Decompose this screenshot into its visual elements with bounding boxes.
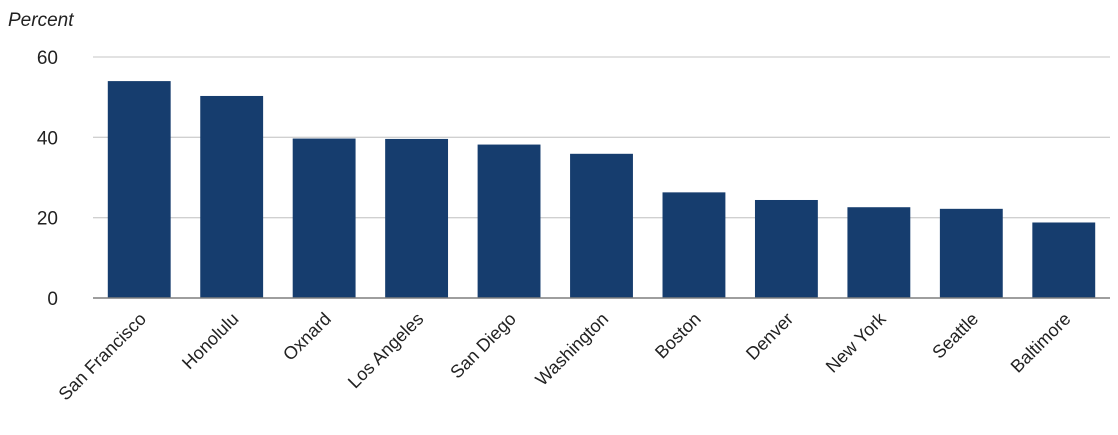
category-label: Los Angeles: [344, 309, 427, 392]
bar: [477, 144, 541, 298]
category-label: Washington: [531, 309, 612, 390]
bar: [939, 208, 1003, 298]
bars: [107, 81, 1096, 299]
y-tick-label: 40: [37, 128, 58, 149]
category-label: Boston: [651, 309, 705, 363]
bar: [200, 95, 264, 299]
category-label: Honolulu: [178, 309, 242, 373]
category-label: New York: [822, 308, 891, 377]
category-labels: San Francisco Honolulu Oxnard Los Angeles Sa…: [55, 308, 1075, 404]
category-label: Seattle: [928, 309, 982, 363]
y-tick-label: 0: [47, 289, 58, 310]
category-label: Oxnard: [279, 309, 335, 365]
bar: [847, 207, 911, 298]
bar: [1032, 222, 1096, 298]
bar: [570, 153, 633, 298]
category-label: Denver: [742, 309, 797, 364]
category-label: San Diego: [446, 309, 520, 383]
bar: [107, 81, 171, 298]
category-label: Baltimore: [1007, 309, 1075, 377]
bar: [292, 138, 356, 298]
category-label: San Francisco: [55, 309, 151, 405]
bar: [754, 199, 818, 298]
bar: [662, 192, 726, 298]
y-tick-label: 20: [37, 209, 58, 230]
y-tick-label: 60: [37, 48, 58, 69]
y-tick-labels: 0 20 40 60: [37, 48, 58, 310]
y-axis-label: Percent: [8, 10, 74, 31]
bar: [385, 138, 449, 298]
